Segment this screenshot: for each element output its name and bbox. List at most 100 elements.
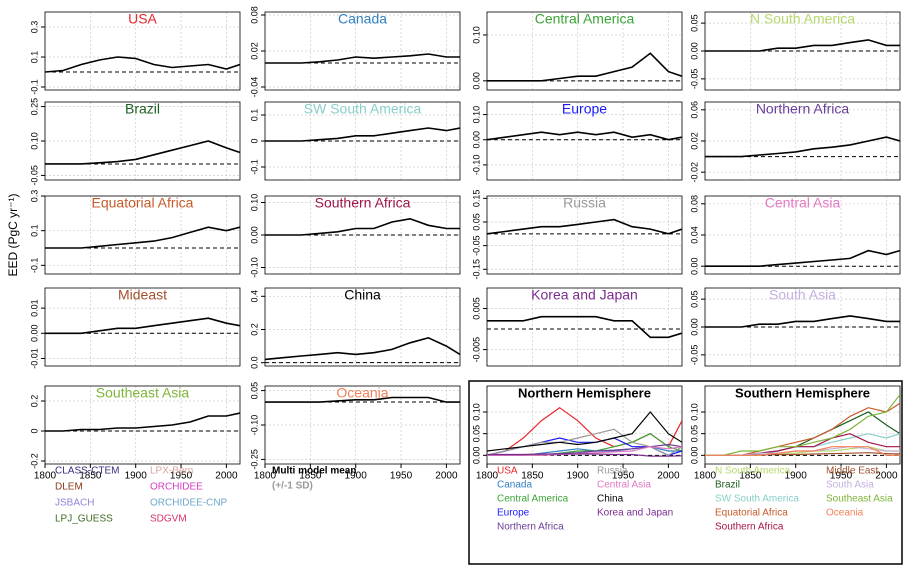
- panel-frame: [44, 101, 241, 181]
- x-tick-label: 1950: [830, 471, 853, 482]
- x-tick-label: 1900: [345, 471, 368, 482]
- y-tick-label: 0.4: [249, 290, 259, 303]
- panel-frame: [704, 195, 901, 275]
- y-tick-label: 0.3: [29, 21, 39, 34]
- data-line: [487, 52, 682, 82]
- y-tick-label: 0: [29, 428, 39, 433]
- legend-entry: Equatorial Africa: [715, 508, 788, 519]
- y-tick-label: 0.02: [249, 42, 259, 60]
- y-tick-label: 0.10: [471, 403, 481, 421]
- panel-frame: [486, 287, 683, 367]
- legend-entry: LPJ_GUESS: [55, 514, 113, 525]
- panel-frame: [44, 11, 241, 91]
- x-tick-label: 1850: [299, 471, 322, 482]
- data-line: [487, 218, 682, 235]
- panel-title: Europe: [562, 101, 607, 117]
- y-tick-label: 0.10: [471, 26, 481, 44]
- panel-title: South Asia: [769, 287, 836, 303]
- data-line: [487, 446, 682, 456]
- legend-entry: Brazil: [715, 480, 740, 491]
- x-tick-label: 2000: [657, 471, 680, 482]
- y-tick-label: -0.05: [471, 235, 481, 256]
- y-tick-label: -0.1: [29, 258, 39, 274]
- y-tick-label: 0.00: [689, 318, 699, 336]
- data-line: [487, 453, 682, 457]
- panel-frame: [264, 385, 461, 465]
- x-tick-label: 1900: [125, 471, 148, 482]
- panel-title: Central America: [535, 11, 635, 27]
- y-tick-label: -0.01: [29, 348, 39, 369]
- x-tick-label: 1800: [694, 471, 717, 482]
- mean-label: Multi model mean: [272, 466, 356, 477]
- legend-entry: Canada: [497, 480, 532, 491]
- y-tick-label: -0.2: [29, 453, 39, 469]
- y-tick-label: -0.10: [249, 257, 259, 278]
- y-tick-label: -0.10: [249, 415, 259, 436]
- data-line: [705, 394, 900, 456]
- y-tick-label: 0.05: [471, 213, 481, 231]
- x-tick-label: 1950: [170, 471, 193, 482]
- panel-title: Korea and Japan: [531, 287, 638, 303]
- panel-title: Central Asia: [765, 195, 841, 211]
- y-tick-label: 0.00: [689, 257, 699, 275]
- y-tick-label: 0.00: [249, 226, 259, 244]
- y-tick-label: 0.2: [29, 395, 39, 408]
- panel-title: Mideast: [118, 287, 167, 303]
- panel-frame: [486, 11, 683, 91]
- y-tick-label: 0.0: [249, 356, 259, 369]
- y-tick-label: -0.005: [471, 337, 481, 363]
- data-line: [705, 446, 900, 456]
- y-tick-label: 0.02: [689, 132, 699, 150]
- legend-entry: Middle East: [826, 466, 878, 477]
- panel-title: Canada: [338, 11, 387, 27]
- data-line: [265, 127, 460, 142]
- y-tick-label: -0.15: [471, 259, 481, 280]
- y-axis-label: EED (PgC yr⁻¹): [6, 193, 20, 276]
- x-tick-label: 2000: [215, 471, 238, 482]
- y-tick-label: 0.3: [29, 190, 39, 203]
- legend-entry: China: [597, 494, 624, 505]
- y-tick-label: 0.05: [471, 425, 481, 443]
- legend-entry: ORCHIDEE: [150, 482, 203, 493]
- legend-entry: CLASS-CTEM: [55, 466, 119, 477]
- y-tick-label: -0.04: [249, 77, 259, 98]
- panel-frame: [44, 287, 241, 367]
- data-line: [265, 217, 460, 236]
- data-line: [265, 53, 460, 64]
- y-tick-label: 0.10: [29, 132, 39, 150]
- y-tick-label: 0.08: [249, 6, 259, 24]
- y-tick-label: 0.05: [689, 290, 699, 308]
- panel-title: SW South America: [304, 101, 422, 117]
- panel-frame: [486, 195, 683, 275]
- y-tick-label: 0.05: [689, 425, 699, 443]
- panel-title: Equatorial Africa: [92, 195, 194, 211]
- panel-title: China: [344, 287, 381, 303]
- data-line: [45, 56, 240, 73]
- y-tick-label: 0.00: [689, 447, 699, 465]
- y-tick-label: -0.10: [471, 155, 481, 176]
- data-line: [705, 39, 900, 52]
- y-tick-label: 0.01: [29, 299, 39, 317]
- x-tick-label: 1900: [567, 471, 590, 482]
- y-tick-label: 0.05: [249, 382, 259, 400]
- data-line: [705, 249, 900, 267]
- legend-entry: ORCHIDEE-CNP: [150, 498, 228, 509]
- panel-title: Northern Africa: [756, 101, 850, 117]
- data-line: [705, 136, 900, 158]
- panel-title: Southern Africa: [315, 195, 411, 211]
- panel-frame: [264, 287, 461, 367]
- legend-entry: Northern Africa: [497, 522, 564, 533]
- x-tick-label: 2000: [875, 471, 898, 482]
- x-tick-label: 1950: [612, 471, 635, 482]
- y-tick-label: 0.00: [689, 42, 699, 60]
- y-tick-label: 0.005: [471, 297, 481, 320]
- data-line: [487, 315, 682, 339]
- y-tick-label: 0.25: [29, 98, 39, 116]
- panel-title: Brazil: [125, 101, 160, 117]
- y-tick-label: 0.08: [689, 195, 699, 213]
- y-tick-label: -0.05: [29, 165, 39, 186]
- panel-title: Oceania: [336, 385, 388, 401]
- panel-title: Southern Hemisphere: [735, 385, 870, 400]
- y-tick-label: 0.15: [471, 190, 481, 208]
